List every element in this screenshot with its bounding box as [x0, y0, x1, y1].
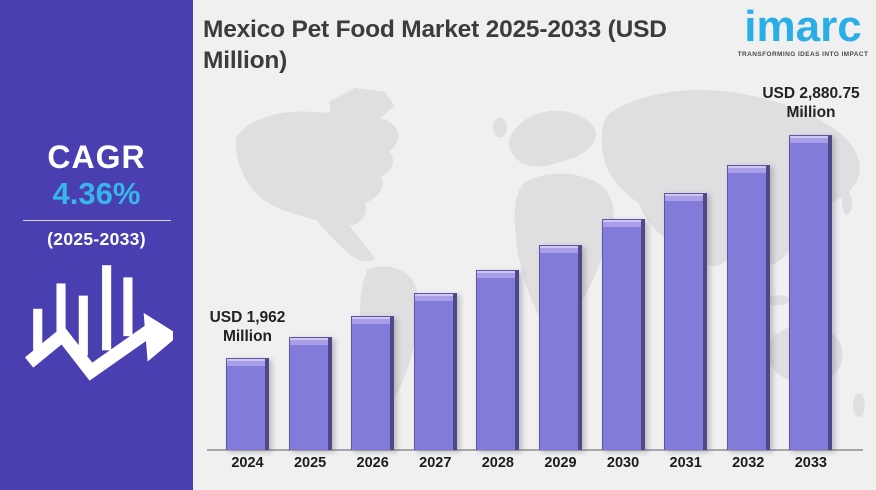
- year-label-2025: 2025: [293, 455, 327, 471]
- years-row: 2024 2025 2026 2027 2028 2029 2030 2031 2032 2033: [226, 455, 832, 471]
- bar-2030: [601, 219, 645, 450]
- cagr-sidebar: CAGR 4.36% (2025-2033): [0, 0, 193, 490]
- chart-title: Mexico Pet Food Market 2025-2033 (USD Mi…: [203, 16, 667, 75]
- imarc-logo-wordmark: imarc: [744, 2, 862, 51]
- cagr-label: CAGR: [47, 139, 146, 175]
- imarc-logo-tagline: TRANSFORMING IDEAS INTO IMPACT: [737, 51, 869, 59]
- year-label-2028: 2028: [481, 455, 514, 471]
- bar-2032: [726, 165, 770, 450]
- data-label-2024: USD 1,962 Million: [185, 308, 310, 347]
- growth-chart-arrow-icon: [0, 264, 193, 393]
- chart-area: Mexico Pet Food Market 2025-2033 (USD Mi…: [193, 0, 876, 490]
- year-label-2030: 2030: [606, 455, 640, 471]
- x-axis-line: [207, 449, 863, 451]
- cagr-period: (2025-2033): [47, 229, 146, 250]
- bar-2028: [476, 270, 520, 450]
- sidebar-divider: [22, 220, 171, 222]
- bar-2029: [538, 245, 582, 450]
- bars-row: [226, 135, 833, 450]
- year-label-2031: 2031: [669, 455, 702, 471]
- bar-2033: [789, 135, 833, 450]
- bar-2026: [351, 316, 395, 450]
- bar-2031: [664, 193, 708, 450]
- bar-2025: [288, 337, 332, 450]
- data-label-2033: USD 2,880.75 Million: [736, 84, 876, 123]
- year-label-2033: 2033: [794, 455, 827, 471]
- bar-2024: [226, 358, 269, 450]
- data-label-2024-line1: USD 1,962: [209, 309, 286, 326]
- year-label-2027: 2027: [419, 455, 452, 471]
- year-label-2024: 2024: [231, 455, 264, 471]
- data-label-2033-line2: Million: [786, 104, 836, 122]
- data-label-2024-line2: Million: [222, 328, 273, 346]
- year-label-2026: 2026: [356, 455, 389, 471]
- year-label-2032: 2032: [732, 455, 765, 471]
- data-label-2033-line1: USD 2,880.75: [762, 85, 860, 102]
- imarc-logo: imarc TRANSFORMING IDEAS INTO IMPACT: [734, 2, 872, 59]
- cagr-value: 4.36%: [52, 175, 141, 211]
- bar-2027: [413, 293, 457, 450]
- year-label-2029: 2029: [544, 455, 577, 471]
